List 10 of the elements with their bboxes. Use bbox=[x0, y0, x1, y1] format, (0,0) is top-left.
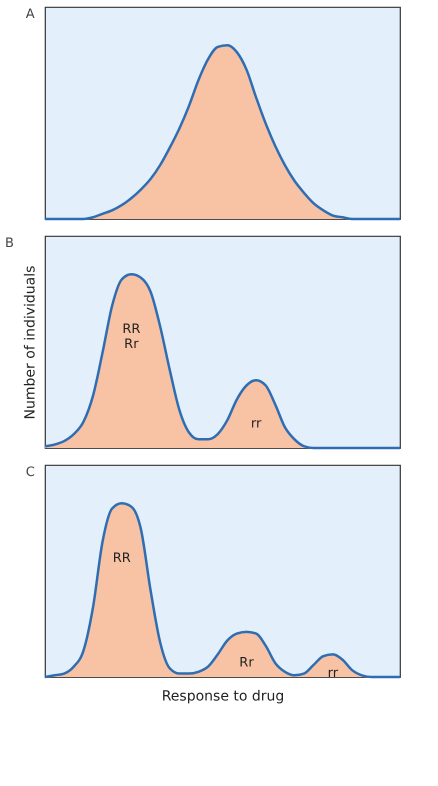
annotation: Rr bbox=[239, 656, 254, 671]
y-axis-title: Number of individuals bbox=[22, 266, 38, 420]
chart-title: A bbox=[26, 7, 35, 22]
annotation: rr bbox=[250, 416, 262, 432]
chart-title: C bbox=[26, 465, 35, 480]
x-axis-title: Response to drug bbox=[162, 688, 284, 704]
annotation: rr bbox=[328, 666, 339, 681]
annotation: RR Rr bbox=[122, 322, 140, 352]
annotation: RR bbox=[112, 550, 131, 566]
chart-title: B bbox=[5, 236, 14, 251]
